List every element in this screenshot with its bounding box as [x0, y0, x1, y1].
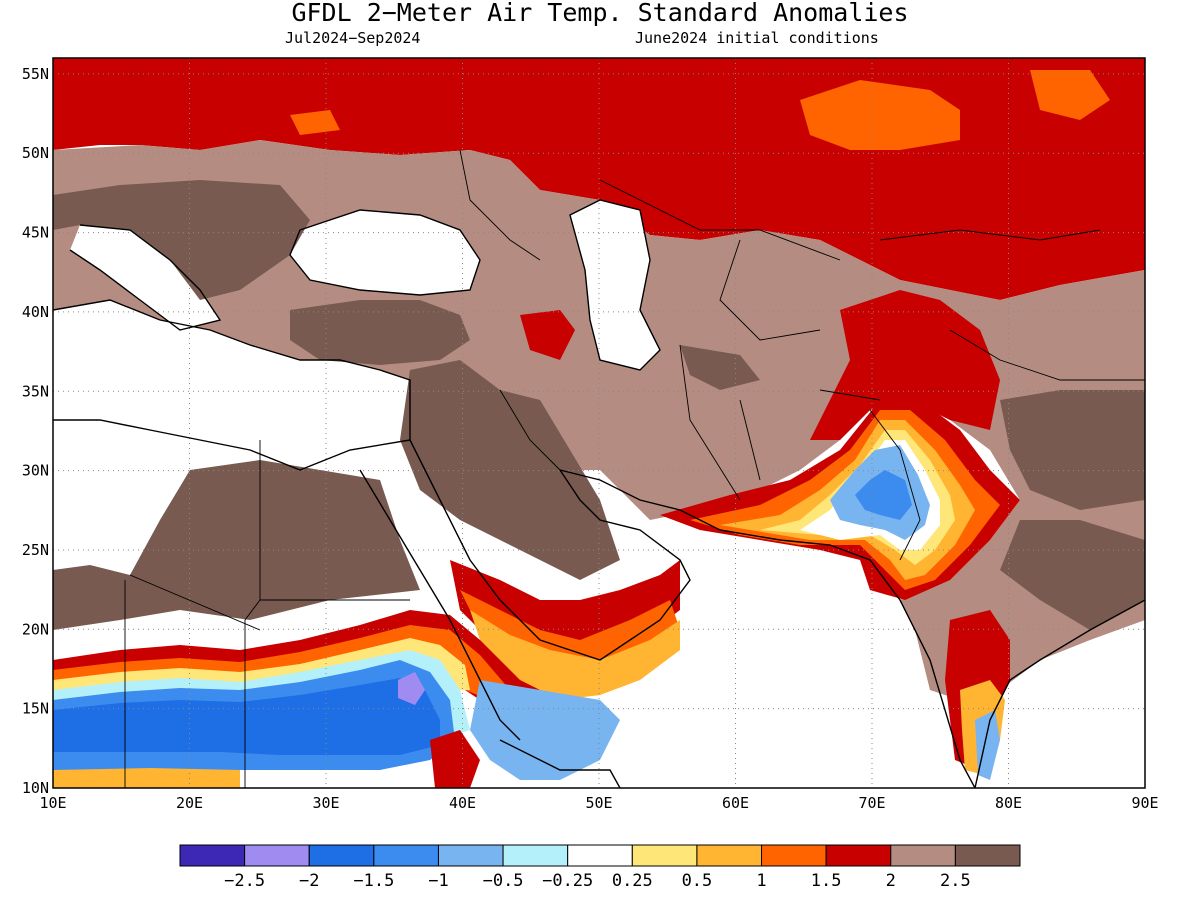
y-tick-label: 15N: [22, 700, 49, 718]
colorbar-swatch: [825, 844, 892, 867]
colorbar-label: 2.5: [940, 871, 971, 891]
colorbar-swatch: [567, 844, 633, 867]
anomaly-region-tibet-red: [810, 290, 1000, 440]
x-tick-label: 60E: [722, 794, 749, 812]
forecast-period: Jul2024−Sep2024: [285, 29, 421, 47]
colorbar-label: 1: [756, 871, 766, 891]
colorbar-label: −1: [428, 871, 448, 891]
x-tick-label: 40E: [449, 794, 476, 812]
x-tick-label: 50E: [585, 794, 612, 812]
x-tick-label: 70E: [858, 794, 885, 812]
gridlines: [53, 58, 1145, 788]
colorbar-label: 1.5: [811, 871, 842, 891]
x-tick-label: 20E: [176, 794, 203, 812]
mediterranean-sea: [53, 300, 410, 470]
initial-conditions: June2024 initial conditions: [635, 29, 879, 47]
map-frame: [52, 57, 1146, 789]
y-tick-label: 50N: [22, 144, 49, 162]
y-tick-label: 55N: [22, 65, 49, 83]
colorbar: −2.5 −2 −1.5 −1 −0.5 −0.25 0.25 0.5 1 1.5 2 2.5: [179, 844, 1021, 891]
y-tick-label: 25N: [22, 541, 49, 559]
anomaly-region-balkans-dark: [53, 180, 310, 300]
adriatic-italy: [70, 225, 220, 330]
colorbar-swatch: [244, 844, 310, 867]
map-title: GFDL 2−Meter Air Temp. Standard Anomalie…: [291, 0, 909, 27]
colorbar-label: −2: [299, 871, 319, 891]
y-tick-label: 30N: [22, 462, 49, 480]
y-tick-label: 45N: [22, 224, 49, 242]
anomaly-region-turkey-dark: [290, 300, 470, 365]
anomaly-region-north-max3: [290, 110, 340, 135]
anomaly-region-horn-cool: [470, 680, 620, 780]
anomaly-region-arabia-dark: [400, 360, 620, 580]
coastlines: [53, 199, 1145, 788]
anomaly-region-north-max2: [1030, 70, 1110, 120]
anomaly-region-sahel-darkblue: [53, 678, 440, 755]
anomaly-region-india-dark: [1000, 520, 1145, 630]
x-tick-label: 10E: [39, 794, 66, 812]
colorbar-swatch: [373, 844, 439, 867]
anomaly-region-northafrica-dark: [53, 460, 420, 630]
anomaly-region-southwest-orange: [53, 768, 240, 788]
x-axis-ticks: 10E 20E 30E 40E 50E 60E 70E 80E 90E: [39, 794, 1158, 812]
anomaly-region-horn-red: [430, 730, 480, 788]
colorbar-swatch: [761, 844, 827, 867]
anomaly-region-ethiopia-lilac: [398, 672, 425, 705]
anomaly-region-centralasia-dark: [680, 345, 760, 390]
colorbar-label: −0.25: [542, 871, 593, 891]
country-borders: [124, 149, 1145, 788]
x-tick-label: 30E: [312, 794, 339, 812]
colorbar-label: 0.25: [612, 871, 653, 891]
colorbar-swatch: [890, 844, 956, 867]
anomaly-region-north-max: [800, 80, 960, 150]
x-tick-label: 80E: [995, 794, 1022, 812]
colorbar-swatch: [308, 844, 375, 867]
colorbar-label: −1.5: [353, 871, 394, 891]
colorbar-label: 2: [886, 871, 896, 891]
y-tick-label: 10N: [22, 779, 49, 797]
y-tick-label: 40N: [22, 303, 49, 321]
y-axis-ticks: 10N 15N 20N 25N 30N 35N 40N 45N 50N 55N: [22, 65, 49, 797]
y-tick-label: 20N: [22, 620, 49, 638]
colorbar-swatch: [696, 844, 763, 867]
anomaly-region-iran-red: [520, 310, 575, 360]
colorbar-label: −0.5: [483, 871, 524, 891]
colorbar-label: 0.5: [682, 871, 713, 891]
anomaly-region-yemen-lightorange: [470, 610, 680, 700]
colorbar-swatch: [502, 844, 569, 867]
colorbar-label: −2.5: [224, 871, 265, 891]
y-tick-label: 35N: [22, 382, 49, 400]
black-sea: [290, 210, 480, 295]
colorbar-swatch: [437, 844, 504, 867]
x-tick-label: 90E: [1131, 794, 1158, 812]
colorbar-swatch: [179, 844, 246, 867]
colorbar-swatch: [631, 844, 698, 867]
anomaly-region-pakistan-cooler: [855, 470, 912, 520]
anomaly-region-himalaya-dark: [1000, 390, 1145, 510]
colorbar-swatch: [954, 844, 1021, 867]
